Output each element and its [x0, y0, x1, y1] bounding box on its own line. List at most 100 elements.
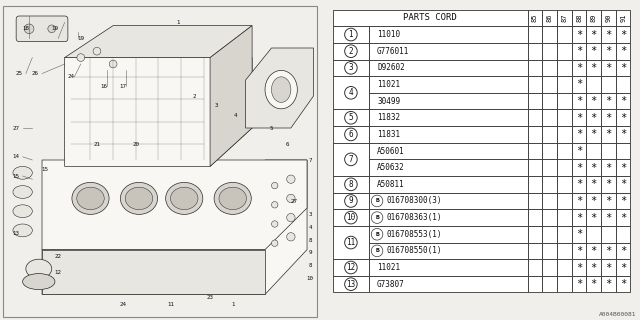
Text: 4: 4 — [234, 113, 237, 118]
Bar — [616, 259, 630, 276]
Ellipse shape — [219, 187, 246, 210]
Bar — [527, 10, 542, 26]
Bar — [616, 60, 630, 76]
Bar — [557, 226, 572, 243]
Bar — [527, 193, 542, 209]
Bar — [333, 43, 369, 60]
Bar — [542, 126, 557, 143]
Bar — [616, 76, 630, 93]
Bar — [542, 143, 557, 159]
Bar — [557, 10, 572, 26]
Circle shape — [271, 221, 278, 227]
Text: *: * — [576, 262, 582, 273]
Text: 3: 3 — [349, 63, 353, 72]
Bar — [601, 26, 616, 43]
Text: A50601: A50601 — [377, 147, 405, 156]
Bar — [572, 43, 586, 60]
Text: *: * — [605, 163, 612, 173]
Bar — [586, 76, 601, 93]
Ellipse shape — [13, 186, 32, 198]
Text: 20: 20 — [132, 141, 140, 147]
Circle shape — [345, 61, 357, 74]
Bar — [572, 209, 586, 226]
Bar — [369, 60, 527, 76]
Bar — [527, 159, 542, 176]
Text: 1: 1 — [231, 301, 234, 307]
Text: *: * — [620, 279, 627, 289]
Circle shape — [287, 233, 295, 241]
Bar — [527, 176, 542, 193]
Circle shape — [345, 278, 357, 291]
Bar — [542, 93, 557, 109]
Polygon shape — [210, 26, 252, 166]
Text: 12: 12 — [54, 269, 61, 275]
Bar — [369, 126, 527, 143]
Text: 16: 16 — [100, 84, 107, 89]
Text: 27: 27 — [13, 125, 20, 131]
Bar — [557, 143, 572, 159]
Bar — [527, 126, 542, 143]
Bar — [601, 226, 616, 243]
Bar — [586, 60, 601, 76]
Text: 1: 1 — [176, 20, 179, 25]
Bar — [542, 226, 557, 243]
Text: *: * — [576, 113, 582, 123]
Circle shape — [109, 60, 117, 68]
Bar — [527, 259, 542, 276]
Text: 14: 14 — [13, 154, 20, 159]
Text: 2: 2 — [349, 47, 353, 56]
Text: 30499: 30499 — [377, 97, 400, 106]
Bar — [557, 209, 572, 226]
Bar — [557, 26, 572, 43]
Text: *: * — [576, 246, 582, 256]
Text: 1: 1 — [349, 30, 353, 39]
Text: *: * — [620, 113, 627, 123]
Bar — [333, 76, 369, 109]
Text: 7: 7 — [308, 157, 312, 163]
Text: 89: 89 — [591, 14, 596, 22]
Text: *: * — [620, 29, 627, 40]
Polygon shape — [42, 250, 265, 294]
Text: A50632: A50632 — [377, 163, 405, 172]
Text: 19: 19 — [77, 36, 84, 41]
Bar — [601, 60, 616, 76]
Ellipse shape — [120, 182, 157, 214]
Bar — [616, 276, 630, 292]
Text: A004B00081: A004B00081 — [599, 312, 637, 317]
Bar — [557, 243, 572, 259]
Ellipse shape — [26, 259, 52, 278]
Ellipse shape — [170, 187, 198, 210]
Bar — [586, 193, 601, 209]
Bar — [586, 276, 601, 292]
Bar — [586, 176, 601, 193]
Circle shape — [271, 240, 278, 246]
Bar — [333, 226, 369, 259]
Bar — [527, 226, 542, 243]
Bar — [527, 43, 542, 60]
Circle shape — [271, 202, 278, 208]
Bar — [586, 159, 601, 176]
Text: *: * — [605, 113, 612, 123]
Text: *: * — [605, 96, 612, 106]
Text: A50811: A50811 — [377, 180, 405, 189]
Text: 5: 5 — [269, 125, 273, 131]
Bar — [527, 143, 542, 159]
Text: *: * — [576, 196, 582, 206]
Text: 85: 85 — [532, 14, 538, 22]
Bar — [369, 109, 527, 126]
Text: 10: 10 — [346, 213, 356, 222]
Text: *: * — [620, 96, 627, 106]
Text: *: * — [620, 163, 627, 173]
Text: *: * — [620, 46, 627, 56]
Bar — [542, 276, 557, 292]
Bar — [601, 209, 616, 226]
Bar — [527, 93, 542, 109]
Bar — [601, 143, 616, 159]
Bar — [616, 10, 630, 26]
Text: *: * — [620, 179, 627, 189]
Text: *: * — [576, 63, 582, 73]
Bar — [333, 143, 369, 176]
Bar — [601, 10, 616, 26]
Text: B: B — [375, 215, 379, 220]
Text: 8: 8 — [308, 263, 312, 268]
